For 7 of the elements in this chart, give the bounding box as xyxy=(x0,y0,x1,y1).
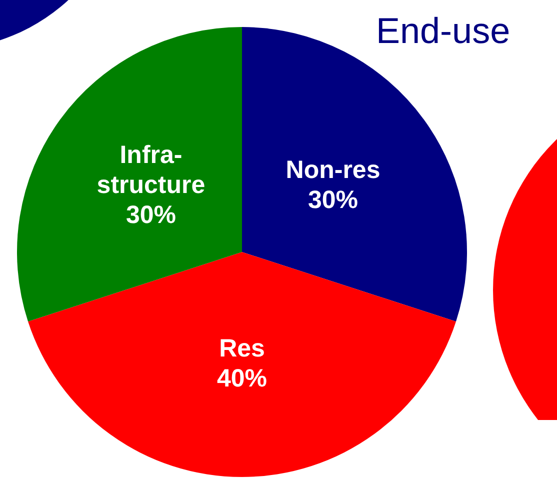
data-label: 30% xyxy=(308,186,358,214)
data-label: 30% xyxy=(126,200,176,229)
slice-label: Non-res xyxy=(286,156,380,184)
slice-label: Infra-structure xyxy=(96,140,206,199)
slice-label: Res xyxy=(219,334,265,362)
chart-title: End-use xyxy=(376,10,510,52)
data-label: 40% xyxy=(216,364,268,392)
